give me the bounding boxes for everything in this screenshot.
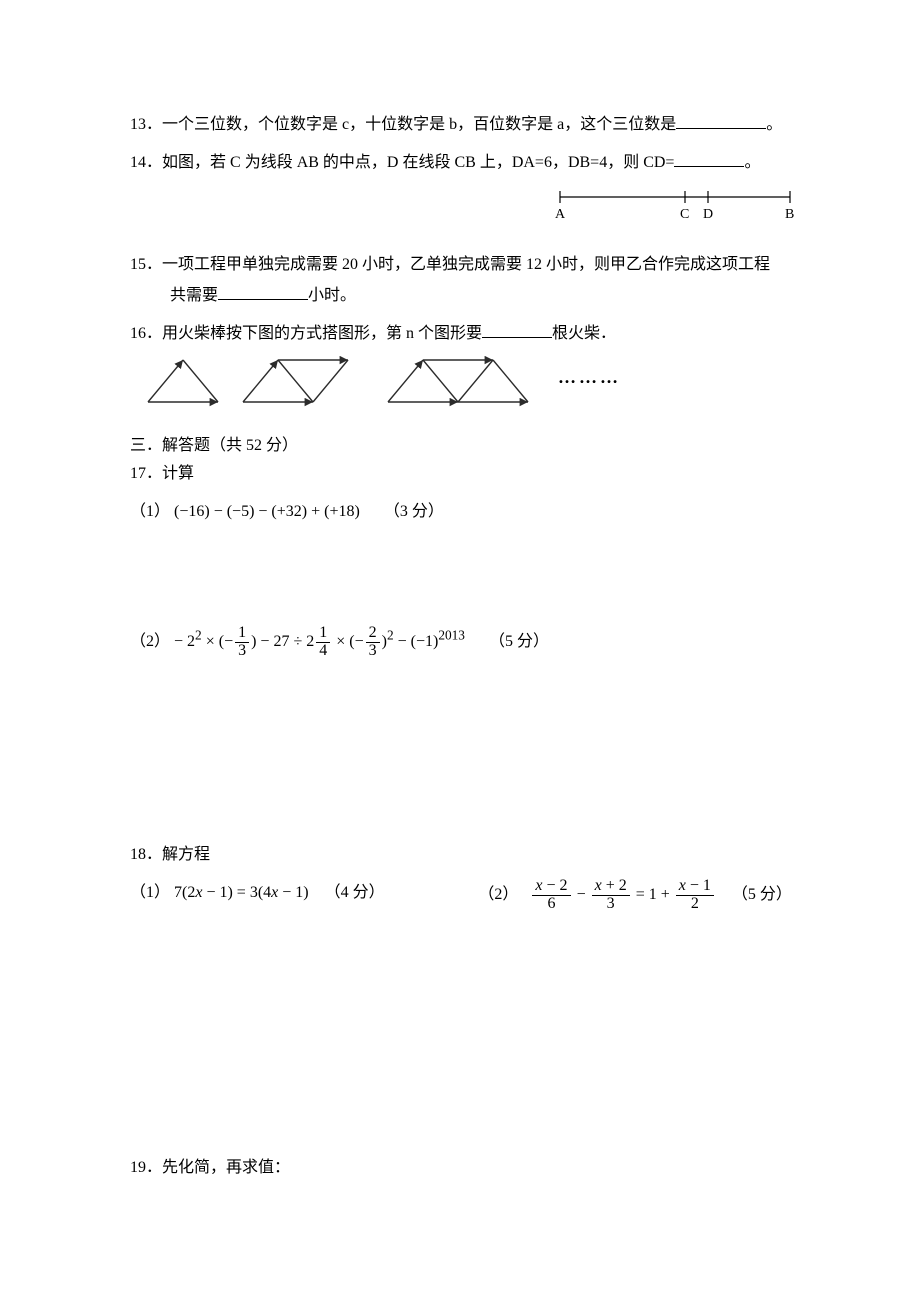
q14-num: 14． <box>130 154 162 171</box>
q14-line-diagram: A C D B <box>550 185 800 236</box>
q18-p2-expr: x − 26 − x + 23 = 1 + x − 12 <box>530 886 720 903</box>
svg-text:D: D <box>703 207 713 222</box>
q17-part2: （2） − 22 × (−13) − 27 ÷ 214 × (−23)2 − (… <box>130 625 800 660</box>
question-16: 16．用火柴棒按下图的方式搭图形，第 n 个图形要 根火柴． <box>130 319 800 423</box>
q15-line2-a: 共需要 <box>170 287 218 304</box>
svg-text:A: A <box>555 207 566 222</box>
q18-num: 18． <box>130 846 162 863</box>
q17-num: 17． <box>130 465 162 482</box>
q18-p1-label: （1） <box>130 884 170 901</box>
q17-p2-score: （5 分） <box>489 633 549 650</box>
q15-text-a: 一项工程甲单独完成需要 20 小时，乙单独完成需要 12 小时，则甲乙合作完成这… <box>162 256 770 273</box>
q16-text-a: 用火柴棒按下图的方式搭图形，第 n 个图形要 <box>162 325 482 342</box>
question-14: 14．如图，若 C 为线段 AB 的中点，D 在线段 CB 上，DA=6，DB=… <box>130 148 800 242</box>
q18-parts: （1） 7(2x − 1) = 3(4x − 1) （4 分） （2） x − … <box>130 878 800 913</box>
q16-blank[interactable] <box>482 321 552 338</box>
section-3-title: 三．解答题（共 52 分） <box>130 431 800 455</box>
question-17: 17．计算 <box>130 459 800 489</box>
triangles-icon: ……… <box>138 355 638 411</box>
svg-text:………: ……… <box>558 367 621 387</box>
q19-num: 19． <box>130 1159 162 1176</box>
question-13: 13．一个三位数，个位数字是 c，十位数字是 b，百位数字是 a，这个三位数是 。 <box>130 110 800 140</box>
q18-p2-score: （5 分） <box>732 886 792 903</box>
q15-blank[interactable] <box>218 283 308 300</box>
q16-triangles-figure: ……… <box>138 355 800 422</box>
question-19: 19．先化简，再求值： <box>130 1153 800 1183</box>
q18-title: 解方程 <box>162 846 210 863</box>
q13-num: 13． <box>130 116 162 133</box>
q13-text-b: 。 <box>766 116 782 133</box>
question-15: 15．一项工程甲单独完成需要 20 小时，乙单独完成需要 12 小时，则甲乙合作… <box>130 250 800 311</box>
q17-p1-score: （3 分） <box>384 503 444 520</box>
q18-p2-label: （2） <box>478 886 518 903</box>
q18-part2: （2） x − 26 − x + 23 = 1 + x − 12 （5 分） <box>478 878 800 913</box>
q13-text-a: 一个三位数，个位数字是 c，十位数字是 b，百位数字是 a，这个三位数是 <box>162 116 676 133</box>
q15-num: 15． <box>130 256 162 273</box>
q17-p2-expr: − 22 × (−13) − 27 ÷ 214 × (−23)2 − (−1)2… <box>174 633 469 650</box>
q17-p1-expr: (−16) − (−5) − (+32) + (+18) <box>174 503 360 520</box>
q14-text-b: 。 <box>744 154 760 171</box>
svg-text:C: C <box>680 207 689 222</box>
q19-title: 先化简，再求值： <box>162 1159 290 1176</box>
question-18: 18．解方程 <box>130 840 800 870</box>
q16-text-b: 根火柴． <box>552 325 616 342</box>
q18-p1-score: （4 分） <box>325 884 385 901</box>
q17-p2-label: （2） <box>130 633 170 650</box>
q18-part1: （1） 7(2x − 1) = 3(4x − 1) （4 分） <box>130 878 452 902</box>
q14-text-a: 如图，若 C 为线段 AB 的中点，D 在线段 CB 上，DA=6，DB=4，则… <box>162 154 674 171</box>
segment-diagram-icon: A C D B <box>550 185 800 225</box>
q13-blank[interactable] <box>676 112 766 129</box>
svg-text:B: B <box>785 207 794 222</box>
q14-blank[interactable] <box>674 150 744 167</box>
q17-title: 计算 <box>162 465 194 482</box>
q16-num: 16． <box>130 325 162 342</box>
q17-part1: （1） (−16) − (−5) − (+32) + (+18) （3 分） <box>130 497 800 521</box>
q18-p1-expr: 7(2x − 1) = 3(4x − 1) <box>174 884 309 901</box>
q17-p1-label: （1） <box>130 503 170 520</box>
q15-line2-b: 小时。 <box>308 287 356 304</box>
